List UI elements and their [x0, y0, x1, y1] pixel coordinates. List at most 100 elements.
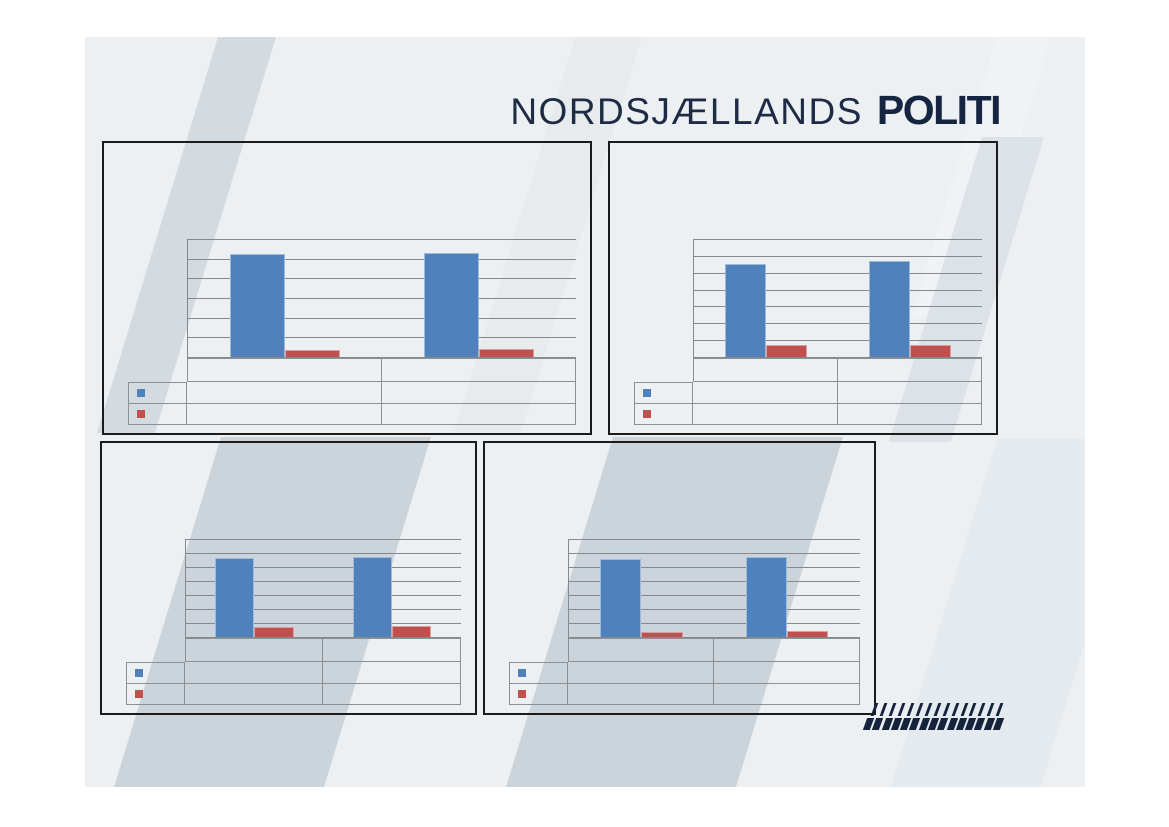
chart-data-table: [509, 638, 860, 705]
table-cell: [714, 683, 860, 705]
gridline: [188, 239, 576, 240]
bar-series2-group2: [786, 631, 829, 637]
hash-mark: [879, 703, 887, 716]
gridline: [569, 609, 860, 610]
table-cell: [381, 382, 576, 404]
legend-swatch-blue: [643, 388, 651, 397]
gridline: [186, 595, 461, 596]
hash-mark: [995, 703, 1004, 716]
gridline: [188, 317, 576, 319]
hash-mark: [924, 703, 932, 716]
hash-row-thick: [862, 718, 1005, 730]
hash-mark: [915, 703, 923, 716]
bar-series1-group1: [600, 558, 642, 637]
bar-series1-group2: [423, 253, 479, 357]
table-cell: [837, 403, 982, 425]
hash-mark: [933, 703, 941, 716]
gridline: [569, 623, 860, 624]
bar-series2-group1: [641, 632, 683, 637]
hash-row-thin: [870, 703, 1004, 716]
table-cell: [187, 403, 382, 425]
hash-mark: [987, 703, 995, 716]
gridline: [569, 581, 860, 582]
legend-key-series2: [128, 403, 187, 425]
legend-key-series2: [126, 683, 185, 705]
table-cell: [714, 662, 860, 684]
bar-series1-group2: [352, 556, 392, 637]
gridline: [694, 323, 982, 325]
legend-swatch-red: [643, 409, 651, 418]
hash-mark: [942, 703, 950, 716]
category-cell: [381, 358, 576, 383]
gridline: [694, 239, 982, 240]
chart-panel-1: [102, 141, 592, 435]
gridline: [569, 595, 860, 596]
hash-mark: [978, 703, 986, 716]
legend-swatch-red: [518, 689, 526, 698]
brand-region-text: NORDSJÆLLANDS: [510, 91, 863, 132]
hash-decoration: [862, 703, 1005, 731]
gridline: [569, 553, 860, 554]
bar-series2-group2: [391, 626, 432, 637]
background-stripe: [890, 439, 1085, 787]
bar-series2-group1: [254, 627, 294, 637]
chart-panel-3: [100, 441, 477, 715]
bar-series2-group2: [909, 345, 951, 357]
chart-data-table: [634, 358, 982, 425]
table-corner-spacer: [634, 358, 693, 382]
bar-series2-group1: [765, 345, 807, 357]
table-cell: [381, 403, 576, 425]
category-cell: [714, 638, 860, 663]
gridline: [186, 623, 461, 624]
category-cell: [693, 358, 838, 383]
gridline: [188, 258, 576, 260]
table-corner-spacer: [126, 638, 185, 662]
bar-series1-group2: [868, 261, 910, 357]
hash-mark: [870, 703, 878, 716]
gridline: [694, 272, 982, 274]
gridline: [694, 306, 982, 308]
hash-mark: [951, 703, 959, 716]
legend-swatch-red: [135, 689, 143, 698]
table-cell: [323, 683, 461, 705]
bar-series1-group1: [229, 254, 285, 357]
gridline: [569, 539, 860, 540]
chart-panel-4: [483, 441, 876, 715]
gridline: [694, 340, 982, 342]
legend-swatch-blue: [137, 388, 145, 397]
hash-mark: [897, 703, 905, 716]
bar-series1-group1: [215, 557, 255, 637]
bar-series2-group2: [478, 348, 534, 357]
bar-series1-group2: [745, 556, 787, 637]
legend-key-series1: [128, 382, 187, 404]
slide: NORDSJÆLLANDS POLITI: [85, 37, 1085, 787]
gridline: [186, 581, 461, 582]
brand-logo: NORDSJÆLLANDS POLITI: [510, 87, 1001, 134]
table-cell: [837, 382, 982, 404]
bar-series2-group1: [284, 349, 340, 357]
chart-data-table: [126, 638, 461, 705]
category-cell: [185, 638, 323, 663]
table-cell: [187, 382, 382, 404]
gridline: [569, 567, 860, 568]
hash-mark: [906, 703, 914, 716]
legend-key-series2: [634, 403, 693, 425]
table-cell: [693, 403, 838, 425]
legend-key-series1: [126, 662, 185, 684]
legend-swatch-blue: [518, 668, 526, 677]
gridline: [694, 255, 982, 257]
category-cell: [837, 358, 982, 383]
bar-series1-group1: [724, 263, 766, 357]
table-cell: [323, 662, 461, 684]
category-cell: [187, 358, 382, 383]
gridline: [694, 289, 982, 291]
gridline: [188, 337, 576, 339]
plot-area: [568, 539, 860, 638]
table-cell: [185, 662, 323, 684]
legend-swatch-blue: [135, 668, 143, 677]
gridline: [186, 553, 461, 554]
category-cell: [568, 638, 714, 663]
legend-key-series2: [509, 683, 568, 705]
legend-key-series1: [509, 662, 568, 684]
